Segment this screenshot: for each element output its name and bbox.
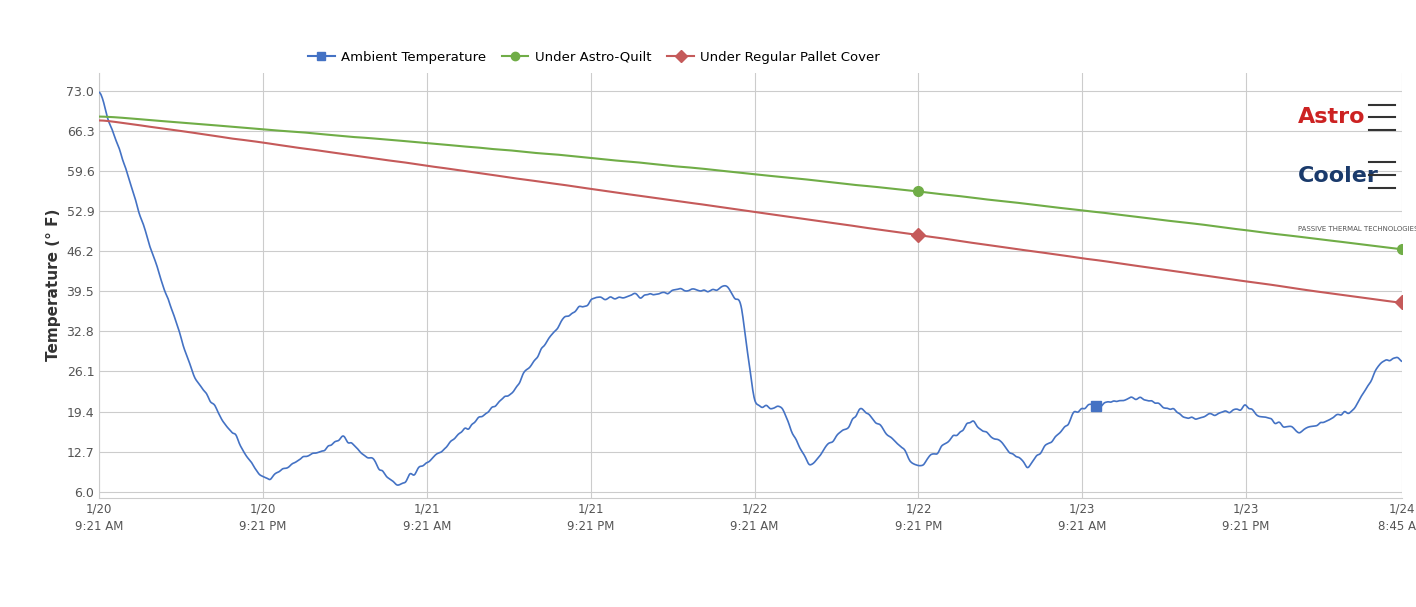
Y-axis label: Temperature (° F): Temperature (° F) xyxy=(45,209,61,362)
Text: Astro: Astro xyxy=(1297,107,1365,127)
Text: Cooler: Cooler xyxy=(1297,166,1379,186)
Text: PASSIVE THERMAL TECHNOLOGIES: PASSIVE THERMAL TECHNOLOGIES xyxy=(1297,226,1416,232)
Legend: Ambient Temperature, Under Astro-Quilt, Under Regular Pallet Cover: Ambient Temperature, Under Astro-Quilt, … xyxy=(303,46,885,69)
